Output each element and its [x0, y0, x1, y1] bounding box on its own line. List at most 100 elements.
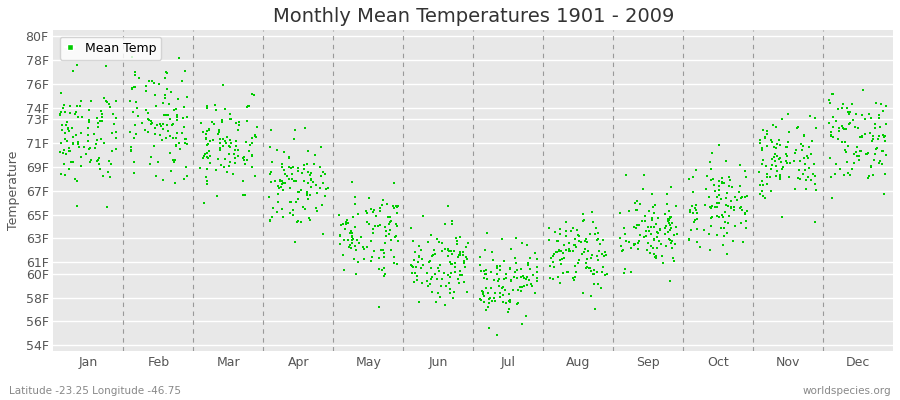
Point: [416, 262, 430, 268]
Point: [222, 137, 237, 144]
Point: [866, 172, 880, 178]
Point: [96, 173, 111, 180]
Point: [378, 240, 392, 246]
Point: [391, 238, 405, 244]
Point: [282, 163, 296, 170]
Point: [180, 94, 194, 100]
Point: [58, 109, 72, 116]
Point: [362, 194, 376, 201]
Point: [755, 146, 770, 153]
Point: [147, 143, 161, 150]
Point: [377, 273, 392, 279]
Point: [294, 170, 309, 176]
Point: [477, 275, 491, 282]
Point: [515, 320, 529, 327]
Point: [433, 294, 447, 300]
Point: [441, 272, 455, 278]
Point: [375, 247, 390, 253]
Point: [577, 249, 591, 256]
Point: [578, 238, 592, 244]
Point: [202, 153, 217, 160]
Point: [755, 188, 770, 194]
Point: [520, 242, 535, 248]
Point: [127, 134, 141, 141]
Point: [508, 234, 523, 241]
Point: [263, 217, 277, 224]
Point: [109, 128, 123, 135]
Point: [854, 112, 868, 118]
Point: [737, 168, 751, 174]
Point: [291, 189, 305, 195]
Point: [498, 286, 512, 293]
Point: [863, 162, 878, 169]
Point: [756, 182, 770, 188]
Point: [832, 128, 846, 135]
Point: [243, 142, 257, 148]
Point: [264, 127, 278, 133]
Point: [579, 260, 593, 266]
Point: [166, 121, 180, 127]
Point: [482, 296, 497, 302]
Point: [421, 239, 436, 245]
Point: [799, 177, 814, 183]
Point: [660, 201, 674, 208]
Point: [645, 204, 660, 210]
Point: [389, 221, 403, 228]
Point: [66, 68, 80, 74]
Point: [241, 102, 256, 109]
Point: [447, 264, 462, 270]
Point: [244, 152, 258, 158]
Point: [659, 222, 673, 229]
Point: [390, 204, 404, 210]
Point: [712, 178, 726, 184]
Point: [492, 262, 507, 269]
Point: [632, 222, 646, 228]
Point: [292, 189, 307, 196]
Point: [651, 230, 665, 236]
Point: [542, 225, 556, 232]
Point: [554, 256, 569, 262]
Point: [808, 172, 823, 179]
Point: [245, 164, 259, 170]
Point: [239, 118, 254, 124]
Point: [769, 163, 783, 169]
Point: [341, 220, 356, 226]
Point: [797, 155, 812, 162]
Point: [633, 201, 647, 208]
Point: [297, 177, 311, 184]
Point: [557, 241, 572, 248]
Point: [135, 120, 149, 126]
Point: [72, 143, 86, 150]
Point: [615, 248, 629, 254]
Point: [140, 110, 155, 116]
Point: [765, 156, 779, 162]
Point: [774, 116, 788, 122]
Point: [767, 144, 781, 150]
Point: [58, 150, 73, 157]
Point: [289, 178, 303, 184]
Point: [760, 142, 774, 149]
Point: [759, 162, 773, 169]
Point: [644, 250, 658, 256]
Point: [682, 236, 697, 242]
Point: [169, 142, 184, 149]
Text: worldspecies.org: worldspecies.org: [803, 386, 891, 396]
Point: [212, 136, 227, 142]
Point: [756, 157, 770, 164]
Point: [499, 271, 513, 278]
Point: [445, 217, 459, 224]
Point: [53, 111, 68, 118]
Point: [274, 184, 289, 190]
Point: [875, 148, 889, 154]
Point: [360, 244, 374, 250]
Point: [125, 54, 140, 60]
Point: [517, 275, 531, 281]
Point: [167, 157, 182, 163]
Point: [176, 124, 191, 131]
Point: [104, 161, 119, 168]
Point: [263, 170, 277, 177]
Point: [661, 216, 675, 222]
Point: [376, 254, 391, 261]
Point: [624, 244, 638, 251]
Point: [432, 239, 446, 245]
